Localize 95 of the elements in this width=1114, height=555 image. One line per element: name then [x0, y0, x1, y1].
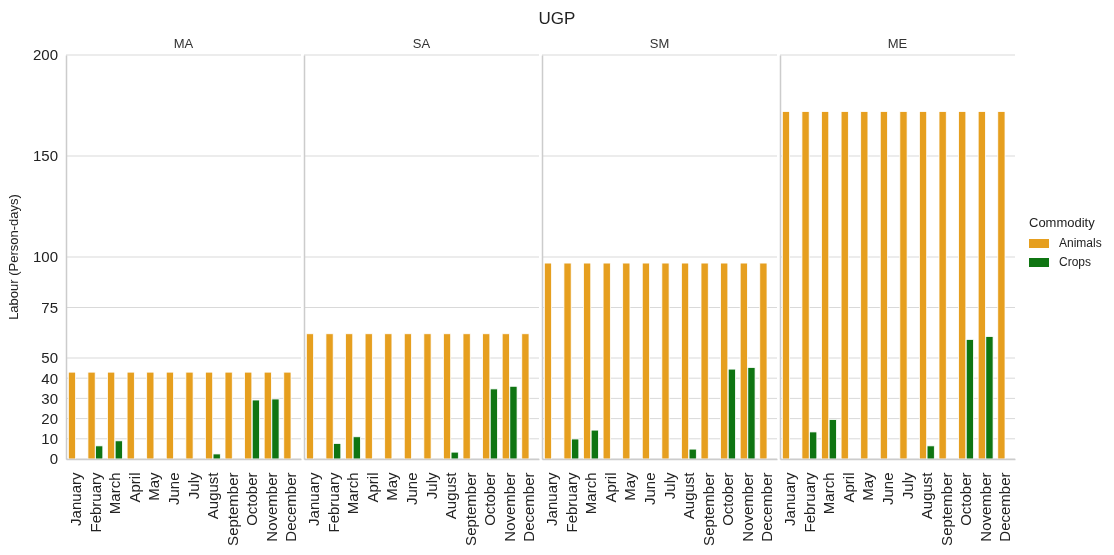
x-tick-label: March: [106, 472, 124, 515]
bar: [661, 262, 670, 460]
x-tick-label: January: [543, 472, 561, 526]
bar: [423, 333, 432, 460]
x-tick-label: February: [86, 472, 104, 533]
y-tick-label: 10: [41, 430, 58, 448]
bar: [165, 371, 174, 460]
x-tick-label: September: [461, 472, 479, 546]
legend-label: Crops: [1059, 255, 1092, 269]
x-tick-label: October: [243, 472, 261, 526]
bar: [602, 262, 611, 460]
x-tick-label: May: [859, 472, 877, 501]
x-tick-label: July: [422, 472, 440, 500]
bar: [899, 111, 908, 460]
chart-title: SM: [649, 36, 670, 51]
y-tick-label: 100: [32, 248, 58, 266]
x-tick-label: August: [442, 471, 460, 520]
bar: [622, 262, 631, 460]
x-tick-label: March: [344, 472, 362, 515]
legend-title: Commodity: [1029, 215, 1096, 230]
bar: [283, 371, 292, 460]
x-tick-label: May: [383, 472, 401, 501]
bar: [521, 333, 530, 460]
x-tick-label: November: [500, 472, 518, 542]
bar: [860, 111, 869, 460]
x-tick-label: March: [582, 472, 600, 515]
bar: [879, 111, 888, 460]
x-tick-label: June: [878, 472, 896, 506]
chart-title: SA: [412, 36, 431, 51]
x-tick-label: October: [481, 472, 499, 526]
bar: [938, 111, 947, 460]
x-tick-label: November: [738, 472, 756, 542]
x-tick-label: June: [640, 472, 658, 506]
chart-title: MA: [173, 36, 194, 51]
y-tick-label: 75: [41, 298, 58, 316]
x-tick-label: January: [305, 472, 323, 526]
x-tick-label: April: [363, 472, 381, 503]
bar: [305, 333, 314, 460]
y-axis-title: Labour (Person-days): [6, 194, 21, 320]
x-tick-label: May: [621, 472, 639, 501]
bar: [403, 333, 412, 460]
x-tick-label: August: [918, 471, 936, 520]
x-tick-label: April: [125, 472, 143, 503]
x-tick-label: July: [660, 472, 678, 500]
bar: [781, 111, 790, 460]
bar: [700, 262, 709, 460]
y-tick-label: 50: [41, 349, 58, 367]
y-tick-label: 30: [41, 389, 58, 407]
x-tick-label: June: [402, 472, 420, 506]
bar: [384, 333, 393, 460]
y-tick-label: 200: [32, 46, 58, 64]
x-tick-label: September: [699, 472, 717, 546]
x-tick-label: May: [145, 472, 163, 501]
x-tick-label: June: [164, 472, 182, 506]
x-tick-label: July: [184, 472, 202, 500]
x-tick-label: February: [324, 472, 342, 533]
y-tick-label: 150: [32, 147, 58, 165]
x-tick-label: February: [800, 472, 818, 533]
x-tick-label: September: [937, 472, 955, 546]
bar: [543, 262, 552, 460]
x-tick-label: April: [839, 472, 857, 503]
y-tick-label: 20: [41, 409, 58, 427]
x-tick-label: December: [282, 472, 300, 542]
bar: [67, 371, 76, 460]
x-tick-label: March: [820, 472, 838, 515]
bar: [364, 333, 373, 460]
bar: [462, 333, 471, 460]
x-tick-label: December: [520, 472, 538, 542]
bar: [146, 371, 155, 460]
x-tick-label: December: [996, 472, 1014, 542]
bar: [759, 262, 768, 460]
x-tick-label: April: [601, 472, 619, 503]
bar: [185, 371, 194, 460]
x-tick-label: October: [719, 472, 737, 526]
y-tick-label: 40: [41, 369, 58, 387]
x-tick-label: February: [562, 472, 580, 533]
x-tick-label: July: [898, 472, 916, 500]
x-tick-label: September: [223, 472, 241, 546]
bar: [224, 371, 233, 460]
chart-title: ME: [887, 36, 908, 51]
x-tick-label: January: [781, 472, 799, 526]
x-tick-label: August: [204, 471, 222, 520]
text: UGP: [538, 9, 576, 28]
bar: [840, 111, 849, 460]
x-tick-label: January: [67, 472, 85, 526]
bar: [126, 371, 135, 460]
x-tick-label: November: [976, 472, 994, 542]
bar: [641, 262, 650, 460]
y-tick-label: 0: [49, 450, 58, 468]
x-tick-label: November: [262, 472, 280, 542]
x-tick-label: August: [680, 471, 698, 520]
bar: [997, 111, 1006, 460]
x-tick-label: October: [957, 472, 975, 526]
x-tick-label: December: [758, 472, 776, 542]
legend-label: Animals: [1059, 236, 1102, 250]
